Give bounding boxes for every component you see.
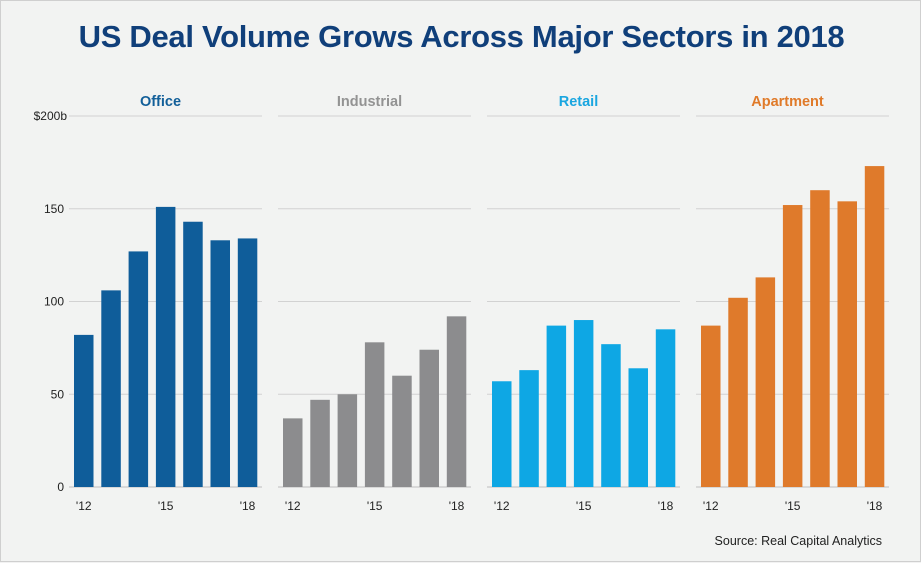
x-tick-label: '12: [703, 499, 719, 513]
x-tick-label: '18: [867, 499, 883, 513]
bar-apartment-2017: [837, 201, 857, 487]
x-tick-label: '18: [240, 499, 256, 513]
bar-apartment-2018: [864, 166, 885, 487]
bar-retail-2016: [601, 344, 621, 487]
bar-retail-2017: [628, 368, 648, 487]
bar-retail-2015: [573, 320, 594, 487]
x-tick-label: '15: [158, 499, 174, 513]
bar-industrial-2018: [446, 316, 467, 487]
x-tick-label: '15: [785, 499, 801, 513]
bar-industrial-2013: [310, 399, 330, 487]
panel-title-apartment: Apartment: [751, 94, 824, 110]
bar-office-2016: [183, 221, 203, 488]
bar-office-2014: [128, 251, 149, 487]
panel-title-office: Office: [140, 94, 181, 110]
bar-office-2015: [155, 206, 176, 487]
panel-title-retail: Retail: [559, 94, 599, 110]
y-tick-label: 50: [51, 387, 65, 401]
bar-retail-2013: [519, 370, 539, 487]
bar-office-2012: [74, 334, 94, 487]
bar-industrial-2012: [283, 418, 303, 487]
bar-retail-2012: [492, 381, 512, 487]
source-note: Source: Real Capital Analytics: [714, 534, 882, 548]
bar-apartment-2014: [755, 277, 776, 487]
bar-office-2017: [210, 240, 230, 487]
bar-retail-2014: [546, 325, 567, 487]
y-tick-label: $200b: [34, 109, 68, 123]
bar-industrial-2017: [419, 349, 439, 487]
bar-industrial-2015: [364, 342, 385, 487]
x-tick-label: '12: [285, 499, 301, 513]
y-tick-label: 150: [44, 202, 64, 216]
panel-title-industrial: Industrial: [337, 94, 402, 110]
bar-industrial-2014: [337, 394, 358, 487]
x-tick-label: '15: [576, 499, 592, 513]
bar-apartment-2015: [782, 205, 803, 488]
bar-retail-2018: [655, 329, 676, 487]
y-tick-label: 100: [44, 295, 64, 309]
x-tick-label: '12: [494, 499, 510, 513]
bar-office-2013: [101, 290, 121, 487]
x-tick-label: '18: [658, 499, 674, 513]
bar-apartment-2016: [810, 190, 830, 487]
x-tick-label: '18: [449, 499, 465, 513]
x-tick-label: '12: [76, 499, 92, 513]
x-tick-label: '15: [367, 499, 383, 513]
bar-apartment-2012: [701, 325, 721, 487]
y-tick-label: 0: [57, 480, 64, 494]
bar-office-2018: [237, 238, 258, 487]
chart-title: US Deal Volume Grows Across Major Sector…: [78, 19, 845, 54]
bar-industrial-2016: [392, 375, 412, 487]
bar-apartment-2013: [728, 297, 748, 487]
